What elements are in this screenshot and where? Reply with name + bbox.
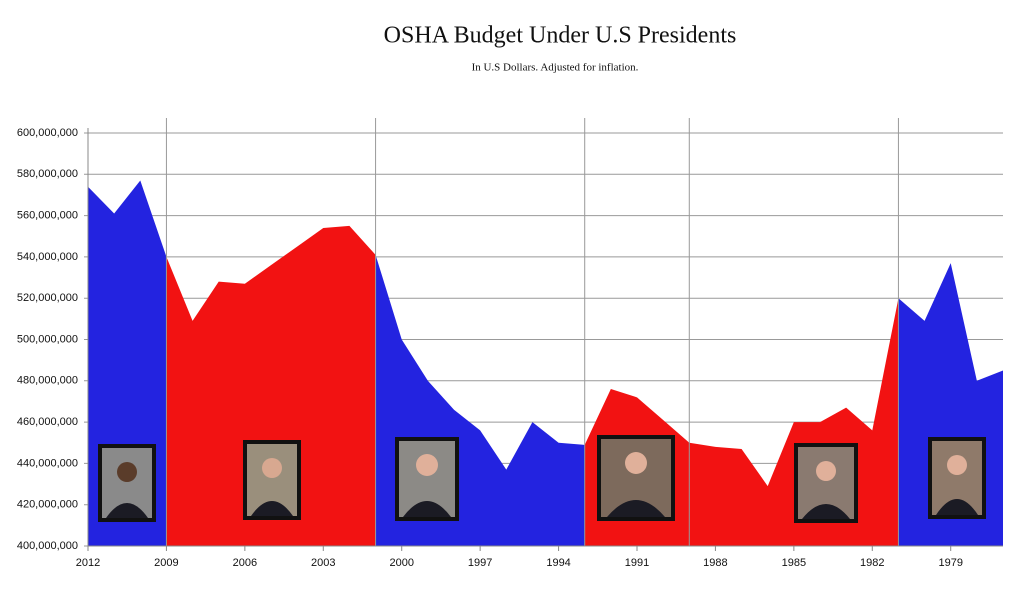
x-tick-label: 2000 bbox=[389, 557, 413, 569]
portraits bbox=[98, 435, 986, 523]
chart-subtitle: In U.S Dollars. Adjusted for inflation. bbox=[472, 62, 639, 74]
y-tick-label: 600,000,000 bbox=[17, 127, 78, 139]
x-tick-label: 2012 bbox=[76, 557, 100, 569]
x-tick-label: 1982 bbox=[860, 557, 884, 569]
portrait bbox=[243, 440, 301, 520]
x-tick-label: 1988 bbox=[703, 557, 727, 569]
chart-title: OSHA Budget Under U.S Presidents bbox=[384, 23, 737, 49]
y-tick-label: 580,000,000 bbox=[17, 168, 78, 180]
x-tick-label: 2003 bbox=[311, 557, 335, 569]
x-tick-label: 1979 bbox=[938, 557, 962, 569]
portrait bbox=[928, 437, 986, 519]
portrait bbox=[794, 443, 858, 523]
x-tick-label: 2009 bbox=[154, 557, 178, 569]
y-tick-label: 420,000,000 bbox=[17, 499, 78, 511]
y-tick-label: 440,000,000 bbox=[17, 457, 78, 469]
y-tick-label: 520,000,000 bbox=[17, 292, 78, 304]
x-tick-label: 1985 bbox=[782, 557, 806, 569]
x-tick-label: 1997 bbox=[468, 557, 492, 569]
portrait bbox=[395, 437, 459, 521]
x-tick-label: 2006 bbox=[233, 557, 257, 569]
y-tick-label: 560,000,000 bbox=[17, 210, 78, 222]
y-tick-label: 540,000,000 bbox=[17, 251, 78, 263]
area bbox=[166, 225, 376, 547]
y-tick-label: 460,000,000 bbox=[17, 416, 78, 428]
y-tick-label: 500,000,000 bbox=[17, 333, 78, 345]
portrait bbox=[597, 435, 675, 521]
portrait bbox=[98, 444, 156, 522]
y-tick-label: 400,000,000 bbox=[17, 540, 78, 552]
x-tick-label: 1994 bbox=[546, 557, 570, 569]
x-tick-label: 1991 bbox=[625, 557, 649, 569]
y-tick-label: 480,000,000 bbox=[17, 375, 78, 387]
